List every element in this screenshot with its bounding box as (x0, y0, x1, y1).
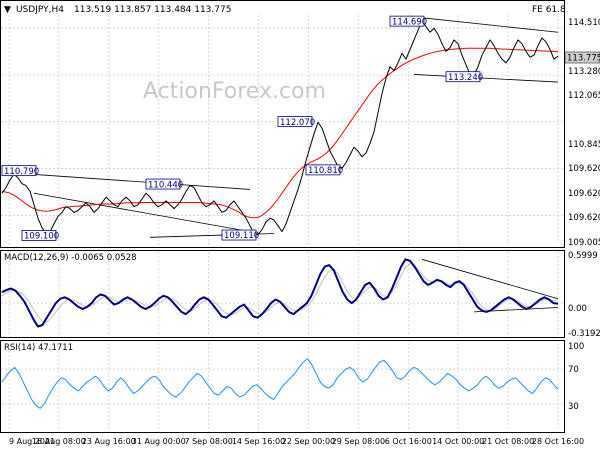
price-annotation-box (21, 230, 57, 241)
price-annotation-box (305, 164, 341, 176)
price-tick-label: 113.280 (568, 67, 600, 77)
rsi-panel-frame (0, 340, 565, 433)
price-tick-label: 114.510 (568, 18, 600, 28)
x-tick-label: 31 Aug 00:00 (132, 437, 186, 446)
x-tick-label: 7 Sep 08:00 (184, 437, 232, 446)
grid-layer (1, 15, 564, 430)
annotation-layer: 110.790 110.440 109.100 109.110 112.070 110.8… (1, 15, 483, 242)
macd-line (1, 258, 559, 328)
price-tick-label: 112.065 (568, 91, 600, 101)
panel-frames (0, 0, 565, 433)
price-line (1, 20, 559, 236)
rsi-title: RSI(14) 47.1711 (4, 343, 73, 353)
price-tick-label: 109.620 (568, 164, 600, 174)
x-tick-label: 16 Aug 08:00 (32, 437, 86, 446)
header-ohlc: 113.519 113.857 113.484 113.775 (74, 5, 231, 15)
rsi-tick-label: 70 (568, 365, 579, 375)
price-annotation-label: 113.240 (448, 73, 483, 83)
header-symbol: USDJPY,H4 (16, 5, 64, 15)
x-tick-label: 21 Oct 08:00 (482, 437, 534, 446)
price-annotation-label: 110.790 (4, 167, 39, 177)
price-trendline (1, 171, 251, 190)
price-annotation-box (277, 116, 313, 127)
x-tick-label: 14 Sep 16:00 (232, 437, 285, 446)
price-tick-label: 109.620 (568, 213, 600, 223)
ema-line (1, 47, 559, 219)
fe-label: FE 61.8 (532, 5, 566, 15)
price-annotation-label: 110.810 (308, 166, 343, 176)
x-tick-label: 14 Oct 00:00 (432, 437, 484, 446)
current-price-label: 113.775 (567, 54, 600, 64)
price-trendline (413, 16, 559, 33)
rsi-tick-label: 100 (568, 342, 584, 352)
price-panel-frame (0, 0, 565, 248)
price-annotation-label: 110.440 (148, 180, 183, 190)
x-tick-label: 29 Sep 08:00 (332, 437, 385, 446)
price-annotation-box (445, 71, 481, 83)
price-annotation-box (389, 15, 425, 27)
macd-tick-label: 0.5999 (568, 251, 598, 261)
price-trendline (33, 192, 251, 232)
price-annotation-label: 112.070 (280, 118, 315, 128)
x-tick-label: 9 Aug 2021 (9, 437, 55, 446)
price-annotation-box (1, 165, 37, 177)
price-tick-label: 110.845 (568, 140, 600, 150)
price-trendline (413, 74, 559, 83)
macd-tick-label: 0.00 (568, 304, 587, 314)
header-arrow: ▼ (4, 5, 11, 15)
macd-tick-label: -0.3192 (568, 329, 600, 339)
macd-trendline (421, 258, 559, 300)
x-tick-label: 28 Oct 16:00 (532, 437, 584, 446)
price-annotation-label: 114.690 (392, 17, 427, 27)
price-annotation-label: 109.100 (24, 232, 59, 242)
price-annotation-box (221, 229, 257, 241)
price-tick-label: 109.620 (568, 189, 600, 199)
rsi-tick-label: 30 (568, 402, 579, 412)
trendline-layer (1, 16, 559, 313)
series-layer (1, 20, 559, 409)
price-annotation-box (145, 178, 181, 190)
price-annotation-label: 109.110 (224, 231, 259, 241)
rsi-line (1, 358, 559, 409)
macd-title: MACD(12,26,9) -0.0065 0.0528 (4, 253, 137, 263)
price-y-axis: 114.510 113.280 112.065 110.845 109.620 … (568, 18, 600, 248)
watermark: ActionForex.com (143, 79, 326, 104)
macd-panel-frame (0, 250, 565, 338)
x-tick-label: 23 Aug 16:00 (82, 437, 136, 446)
x-tick-label: 6 Oct 16:00 (385, 437, 432, 446)
price-tick-label: 109.005 (568, 238, 600, 248)
x-tick-label: 22 Sep 00:00 (282, 437, 335, 446)
current-price-marker: 113.775 (564, 51, 600, 64)
